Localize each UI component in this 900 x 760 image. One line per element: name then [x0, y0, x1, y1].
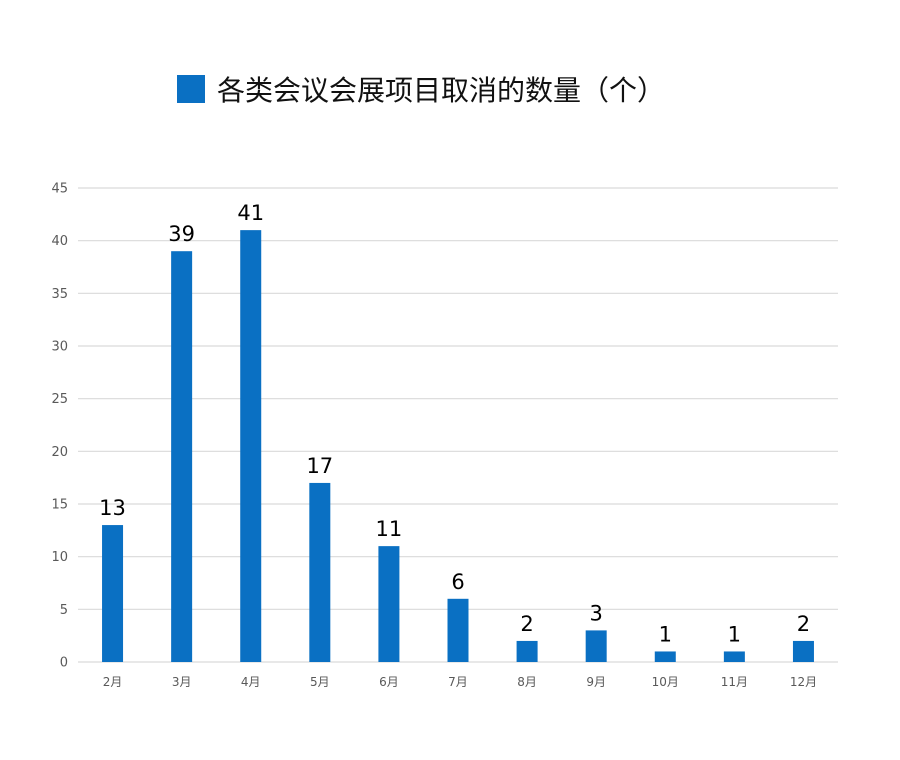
x-tick-label: 5月: [310, 675, 330, 689]
data-label: 3: [589, 601, 602, 625]
bar: [516, 640, 538, 662]
data-label: 39: [168, 222, 195, 246]
bar: [378, 546, 400, 662]
x-tick-label: 2月: [103, 675, 123, 689]
legend: 各类会议会展项目取消的数量（个）: [177, 71, 665, 107]
bar: [585, 630, 607, 662]
data-label: 1: [659, 622, 672, 646]
y-tick-label: 20: [51, 445, 68, 460]
bar: [792, 640, 814, 662]
x-tick-label: 7月: [448, 675, 468, 689]
bar: [240, 230, 262, 662]
y-tick-label: 45: [51, 182, 68, 197]
x-tick-label: 12月: [790, 675, 817, 689]
x-tick-label: 10月: [652, 675, 679, 689]
x-tick-label: 3月: [172, 675, 192, 689]
y-tick-label: 35: [51, 287, 68, 302]
x-tick-label: 11月: [721, 675, 748, 689]
data-label: 2: [520, 612, 533, 636]
data-label: 13: [99, 496, 126, 520]
y-tick-label: 30: [51, 340, 68, 355]
data-label: 17: [306, 454, 333, 478]
legend-swatch: [177, 75, 205, 103]
y-tick-label: 10: [51, 550, 68, 565]
x-tick-label: 9月: [586, 675, 606, 689]
x-tick-label: 6月: [379, 675, 399, 689]
legend-label: 各类会议会展项目取消的数量（个）: [217, 74, 666, 107]
bar: [171, 251, 193, 662]
bar: [309, 482, 331, 662]
x-tick-label: 4月: [241, 675, 261, 689]
y-tick-label: 25: [51, 392, 68, 407]
data-label: 11: [376, 517, 403, 541]
y-tick-label: 5: [60, 603, 68, 618]
bar: [654, 651, 676, 662]
y-tick-label: 40: [51, 234, 68, 249]
bar: [447, 598, 469, 662]
data-label: 6: [451, 570, 464, 594]
y-tick-label: 15: [51, 498, 68, 513]
data-label: 1: [728, 622, 741, 646]
bar: [723, 651, 745, 662]
data-label: 41: [237, 201, 264, 225]
data-label: 2: [797, 612, 810, 636]
bar: [102, 525, 124, 662]
x-tick-label: 8月: [517, 675, 537, 689]
y-tick-label: 0: [60, 656, 68, 671]
